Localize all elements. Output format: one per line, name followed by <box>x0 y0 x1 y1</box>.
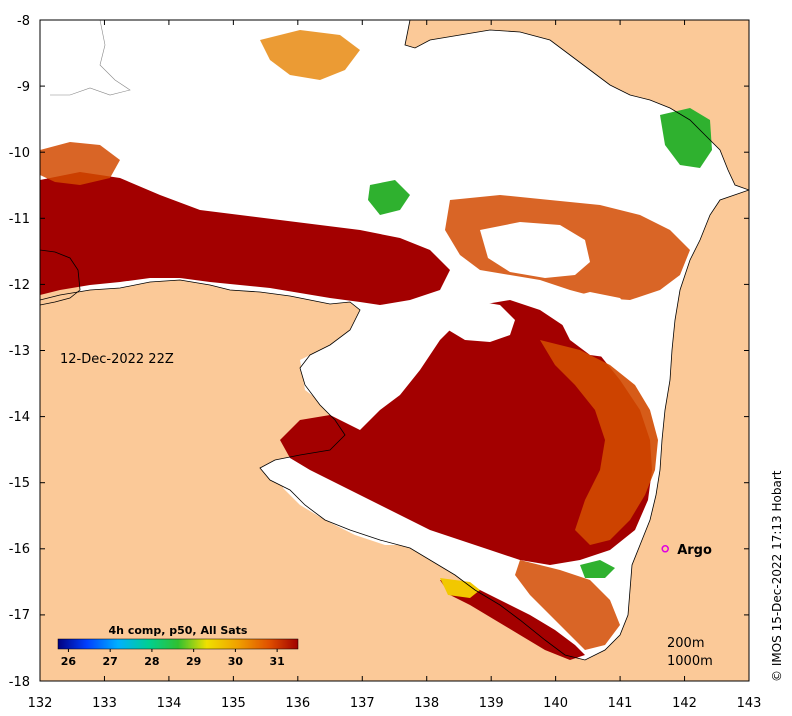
lon-tick: 142 <box>672 696 697 711</box>
colorbar-title: 4h comp, p50, All Sats <box>109 624 248 637</box>
cloud-center <box>440 300 515 342</box>
sst-hot-arafura <box>40 172 450 305</box>
colorbar-ticks: 26 27 28 29 30 31 <box>61 649 285 668</box>
lon-tick: 132 <box>28 696 53 711</box>
lat-tick: -16 <box>9 542 30 557</box>
colorbar-tick-label: 26 <box>61 655 77 668</box>
colorbar-tick-label: 29 <box>186 655 201 668</box>
lat-tick: -13 <box>9 344 30 359</box>
cloud-south-west <box>283 470 420 545</box>
argo-marker <box>661 545 669 553</box>
lat-tick: -10 <box>9 146 30 161</box>
colorbar-tick-label: 31 <box>269 655 284 668</box>
credit-text: © IMOS 15-Dec-2022 17:13 Hobart <box>770 470 784 682</box>
lon-tick: 139 <box>479 696 504 711</box>
lat-tick: -17 <box>9 608 30 623</box>
lon-tick: 133 <box>92 696 117 711</box>
cloud-ne <box>480 222 590 278</box>
lon-tick: 141 <box>608 696 633 711</box>
lat-tick: -18 <box>9 675 30 690</box>
cloud-east <box>560 292 635 358</box>
lon-tick: 138 <box>414 696 439 711</box>
lat-tick: -11 <box>9 212 30 227</box>
sst-hot-south <box>440 580 585 660</box>
lon-tick: 137 <box>350 696 375 711</box>
isobath-1000-label: 1000m <box>667 654 713 669</box>
lat-axis: -8 -9 -10 -11 -12 -13 -14 -15 -16 -17 -1… <box>9 14 30 690</box>
lat-tick: -9 <box>17 80 30 95</box>
coastline <box>40 189 749 661</box>
colorbar-tick-label: 28 <box>144 655 159 668</box>
coastline-north <box>404 20 749 191</box>
argo-label: Argo <box>677 543 712 558</box>
sst-mid-west <box>40 142 120 185</box>
land-arnhem <box>40 190 749 681</box>
colorbar: 4h comp, p50, All Sats 26 27 28 29 30 31 <box>57 624 299 668</box>
lat-tick: -8 <box>17 14 30 29</box>
sst-yellow-south <box>440 578 480 598</box>
sst-green-east <box>580 560 615 578</box>
isobath-200-label: 200m <box>667 636 704 651</box>
lon-tick: 134 <box>157 696 182 711</box>
lon-tick: 135 <box>221 696 246 711</box>
cloud-west-gulf <box>300 335 405 410</box>
land-cape-york <box>405 20 749 190</box>
sst-green-north <box>368 180 410 215</box>
isobath-line <box>50 20 131 96</box>
axis-ticks <box>39 19 750 682</box>
lon-tick: 143 <box>737 696 762 711</box>
lat-tick: -14 <box>9 410 30 425</box>
coastline-png <box>40 249 81 306</box>
sst-warm-east <box>540 340 658 545</box>
lat-tick: -15 <box>9 476 30 491</box>
lon-tick: 140 <box>543 696 568 711</box>
sst-green-ne <box>660 108 712 168</box>
colorbar-tick-label: 30 <box>228 655 244 668</box>
colorbar-gradient <box>57 638 299 650</box>
sst-warm-south <box>515 560 620 650</box>
timestamp-label: 12-Dec-2022 22Z <box>60 352 174 367</box>
lon-axis: 132 133 134 135 136 137 138 139 140 141 … <box>28 696 762 711</box>
lat-tick: -12 <box>9 278 30 293</box>
lon-tick: 136 <box>285 696 310 711</box>
sst-mid-topleft <box>260 30 360 80</box>
colorbar-tick-label: 27 <box>103 655 118 668</box>
